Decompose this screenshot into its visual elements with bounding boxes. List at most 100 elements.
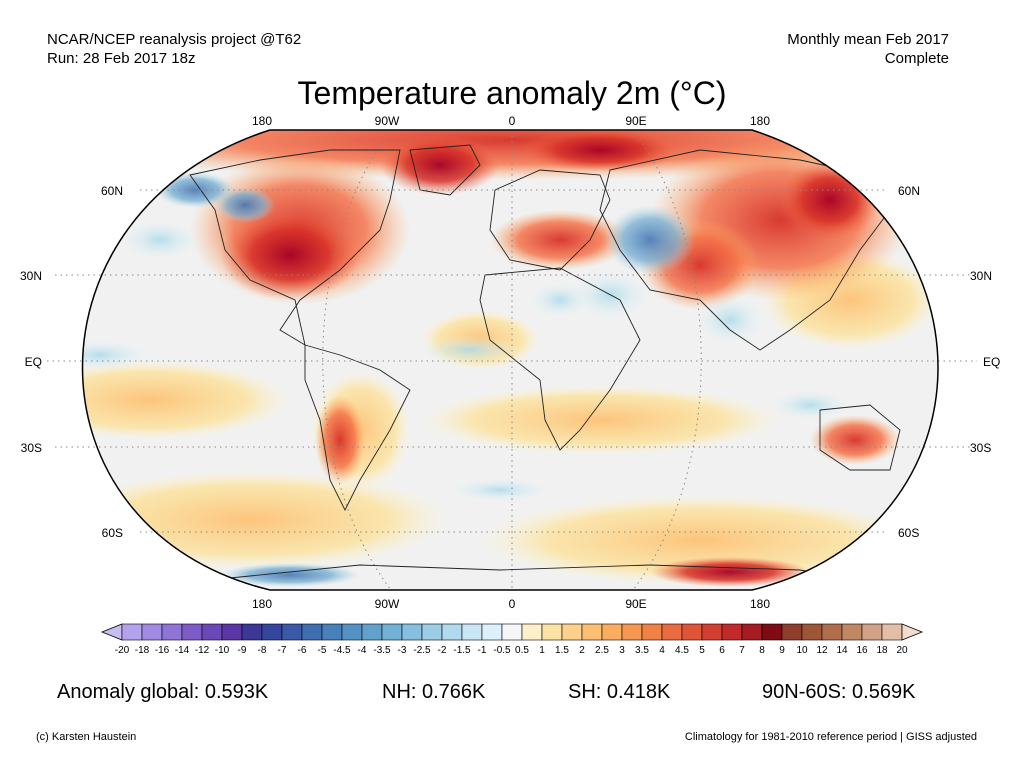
colorbar-label: 16 <box>856 645 868 656</box>
colorbar-label: 12 <box>816 645 828 656</box>
model-info: NCAR/NCEP reanalysis project @T62 <box>47 31 302 48</box>
lon-line-90e <box>632 129 702 591</box>
lon-label: 180 <box>750 114 770 128</box>
lon-label: 90E <box>625 597 646 611</box>
lon-label: 180 <box>252 597 272 611</box>
colorbar-label: -6 <box>298 645 307 656</box>
canada-cool-region <box>215 187 275 223</box>
barents-warm-region <box>520 130 680 172</box>
colorbar-label: -4 <box>358 645 367 656</box>
lat-label: 30N <box>970 269 992 283</box>
lon-labels-bottom: 180 90W 0 90E 180 <box>252 597 770 611</box>
lon-label: 90W <box>375 597 400 611</box>
world-map: 180 90W 0 90E 180 180 90W 0 90E 180 60N … <box>20 114 1000 611</box>
colorbar-label: 4 <box>659 645 665 656</box>
colorbar-label: -10 <box>215 645 230 656</box>
indian-ocean-cool-region <box>770 390 850 420</box>
colorbar-label: -8 <box>258 645 267 656</box>
lat-label: 30S <box>21 441 42 455</box>
colorbar-labels: -20 -18 -16 -14 -12 -10 -9 -8 -7 -6 -5 -4.5 -4 -3.5 -3… <box>115 645 908 656</box>
colorbar-label: 5 <box>699 645 705 656</box>
colorbar-label: 2.5 <box>595 645 609 656</box>
greenland-warm-region <box>380 135 500 195</box>
lat-label: 30N <box>20 269 42 283</box>
colorbar-label: -18 <box>135 645 150 656</box>
colorbar-label: 3.5 <box>635 645 649 656</box>
lat-label: EQ <box>983 355 1000 369</box>
graticule <box>47 129 977 591</box>
status-info: Complete <box>884 50 949 67</box>
antarctica-warm-region <box>650 557 810 587</box>
run-info: Run: 28 Feb 2017 18z <box>47 50 196 67</box>
colorbar-label: 6 <box>719 645 725 656</box>
colorbar-label: 10 <box>796 645 808 656</box>
lon-label: 180 <box>252 114 272 128</box>
lat-label: 60N <box>101 184 123 198</box>
lat-labels-right: 60N 30N EQ 30S 60S <box>898 184 1000 540</box>
anomaly-field <box>82 130 938 590</box>
period-info: Monthly mean Feb 2017 <box>787 31 949 48</box>
australia-warm-region <box>810 415 900 465</box>
colorbar-label: -2 <box>438 645 447 656</box>
lon-label: 180 <box>750 597 770 611</box>
colorbar-label: 20 <box>896 645 908 656</box>
colorbar-label: 18 <box>876 645 888 656</box>
colorbar-label: -12 <box>195 645 210 656</box>
colorbar-label: -1.5 <box>453 645 471 656</box>
lat-label: 60S <box>898 526 919 540</box>
lon-labels-top: 180 90W 0 90E 180 <box>252 114 770 128</box>
colorbar-label: 9 <box>779 645 785 656</box>
pacific-cool-region <box>120 220 200 260</box>
header-left: NCAR/NCEP reanalysis project @T62 Run: 2… <box>47 30 301 68</box>
lat-label: 60S <box>102 526 123 540</box>
africa-outline <box>479 267 641 451</box>
map-title: Temperature anomaly 2m (°C) <box>297 75 727 111</box>
lat-label: 60N <box>898 184 920 198</box>
colorbar-label: -3.5 <box>373 645 391 656</box>
antarctica-cool-region <box>220 563 360 587</box>
south-america-outline <box>304 344 411 512</box>
southern-ocean-cool-region <box>450 478 550 502</box>
colorbar-label: -20 <box>115 645 130 656</box>
europe-outline <box>489 169 611 271</box>
anomaly-nh: NH: 0.766K <box>382 681 486 703</box>
colorbar-label: -5 <box>318 645 327 656</box>
australia-outline <box>819 404 901 471</box>
colorbar-label: -2.5 <box>413 645 431 656</box>
greenland-outline <box>409 144 481 196</box>
asia-outline <box>599 149 891 351</box>
colorbar-label: -4.5 <box>333 645 351 656</box>
colorbar-label: -0.5 <box>493 645 511 656</box>
india-cool-region <box>695 295 765 345</box>
climatology-note: Climatology for 1981-2010 reference peri… <box>684 731 977 743</box>
anomaly-global: Anomaly global: 0.593K <box>57 681 269 703</box>
anomaly-polar: 90N-60S: 0.569K <box>762 681 916 703</box>
colorbar-label: 7 <box>739 645 745 656</box>
south-america-warm-region <box>315 395 365 485</box>
warm-region <box>82 470 450 570</box>
globe-border <box>81 129 939 591</box>
colorbar-label: 4.5 <box>675 645 689 656</box>
colorbar-label: -3 <box>398 645 407 656</box>
warm-region <box>480 495 920 585</box>
lat-labels-left: 60N 30N EQ 30S 60S <box>20 184 123 540</box>
pacific-cool-region <box>82 340 150 370</box>
colorbar-label: 0.5 <box>515 645 529 656</box>
colorbar-label: 2 <box>579 645 585 656</box>
colorbar-label: -1 <box>478 645 487 656</box>
europe-warm-region <box>490 210 630 270</box>
colorbar-label: -9 <box>238 645 247 656</box>
lon-label: 90E <box>625 114 646 128</box>
copyright: (c) Karsten Haustein <box>36 731 137 743</box>
warm-region <box>82 360 290 440</box>
colorbar-label: 8 <box>759 645 765 656</box>
lon-label: 0 <box>509 114 516 128</box>
lon-line-90w <box>322 129 392 591</box>
lat-label: EQ <box>25 355 42 369</box>
colorbar-label: 3 <box>619 645 625 656</box>
colorbar-label: 14 <box>836 645 848 656</box>
central-asia-cool-region <box>605 205 695 275</box>
lon-label: 90W <box>375 114 400 128</box>
anomaly-sh: SH: 0.418K <box>568 681 671 703</box>
warm-region <box>420 385 780 455</box>
